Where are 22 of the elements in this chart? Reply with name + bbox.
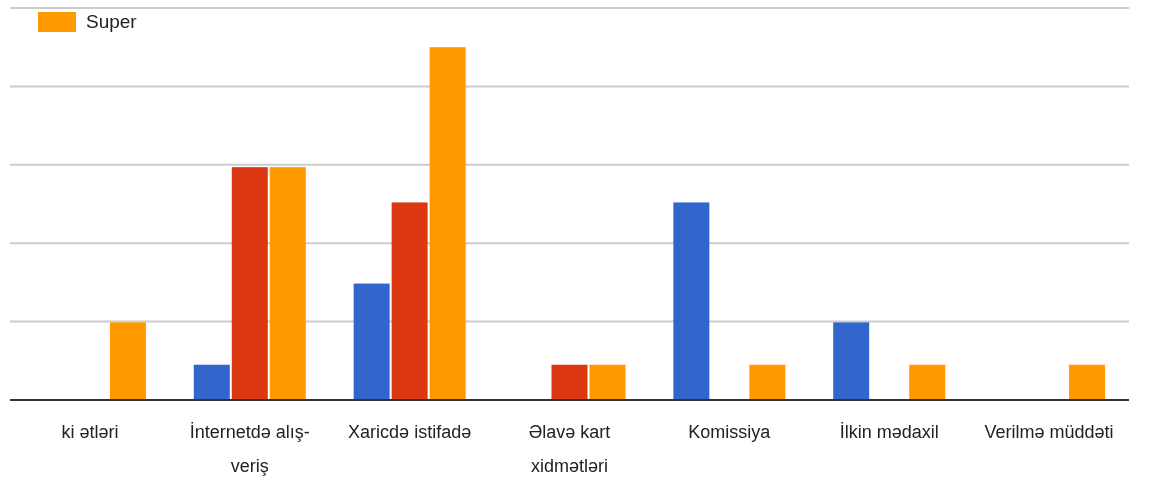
x-tick-label: Verilmə müddəti: [984, 422, 1114, 442]
bar: [193, 364, 230, 400]
bar: [673, 202, 710, 400]
bar: [589, 364, 626, 400]
x-tick-label: İnternetdə alış-veriş: [189, 422, 310, 476]
bar: [551, 364, 588, 400]
bar: [353, 283, 390, 400]
bar: [269, 167, 306, 400]
bar: [909, 364, 946, 400]
x-tick-label: İlkin mədaxil: [839, 422, 939, 442]
bar: [231, 167, 268, 400]
x-tick-label: Xaricdə istifadə: [348, 422, 472, 442]
x-tick-label: Komissiya: [688, 422, 772, 442]
bar: [429, 47, 466, 400]
bar: [391, 202, 428, 400]
bar: [1069, 364, 1106, 400]
bar: [109, 322, 146, 400]
x-tick-label: Əlavə kart xidmətləri: [528, 422, 611, 476]
legend-label: Super: [86, 11, 138, 32]
x-tick-label: ki ətləri: [61, 422, 119, 442]
bar: [833, 322, 870, 400]
bar: [749, 364, 786, 400]
